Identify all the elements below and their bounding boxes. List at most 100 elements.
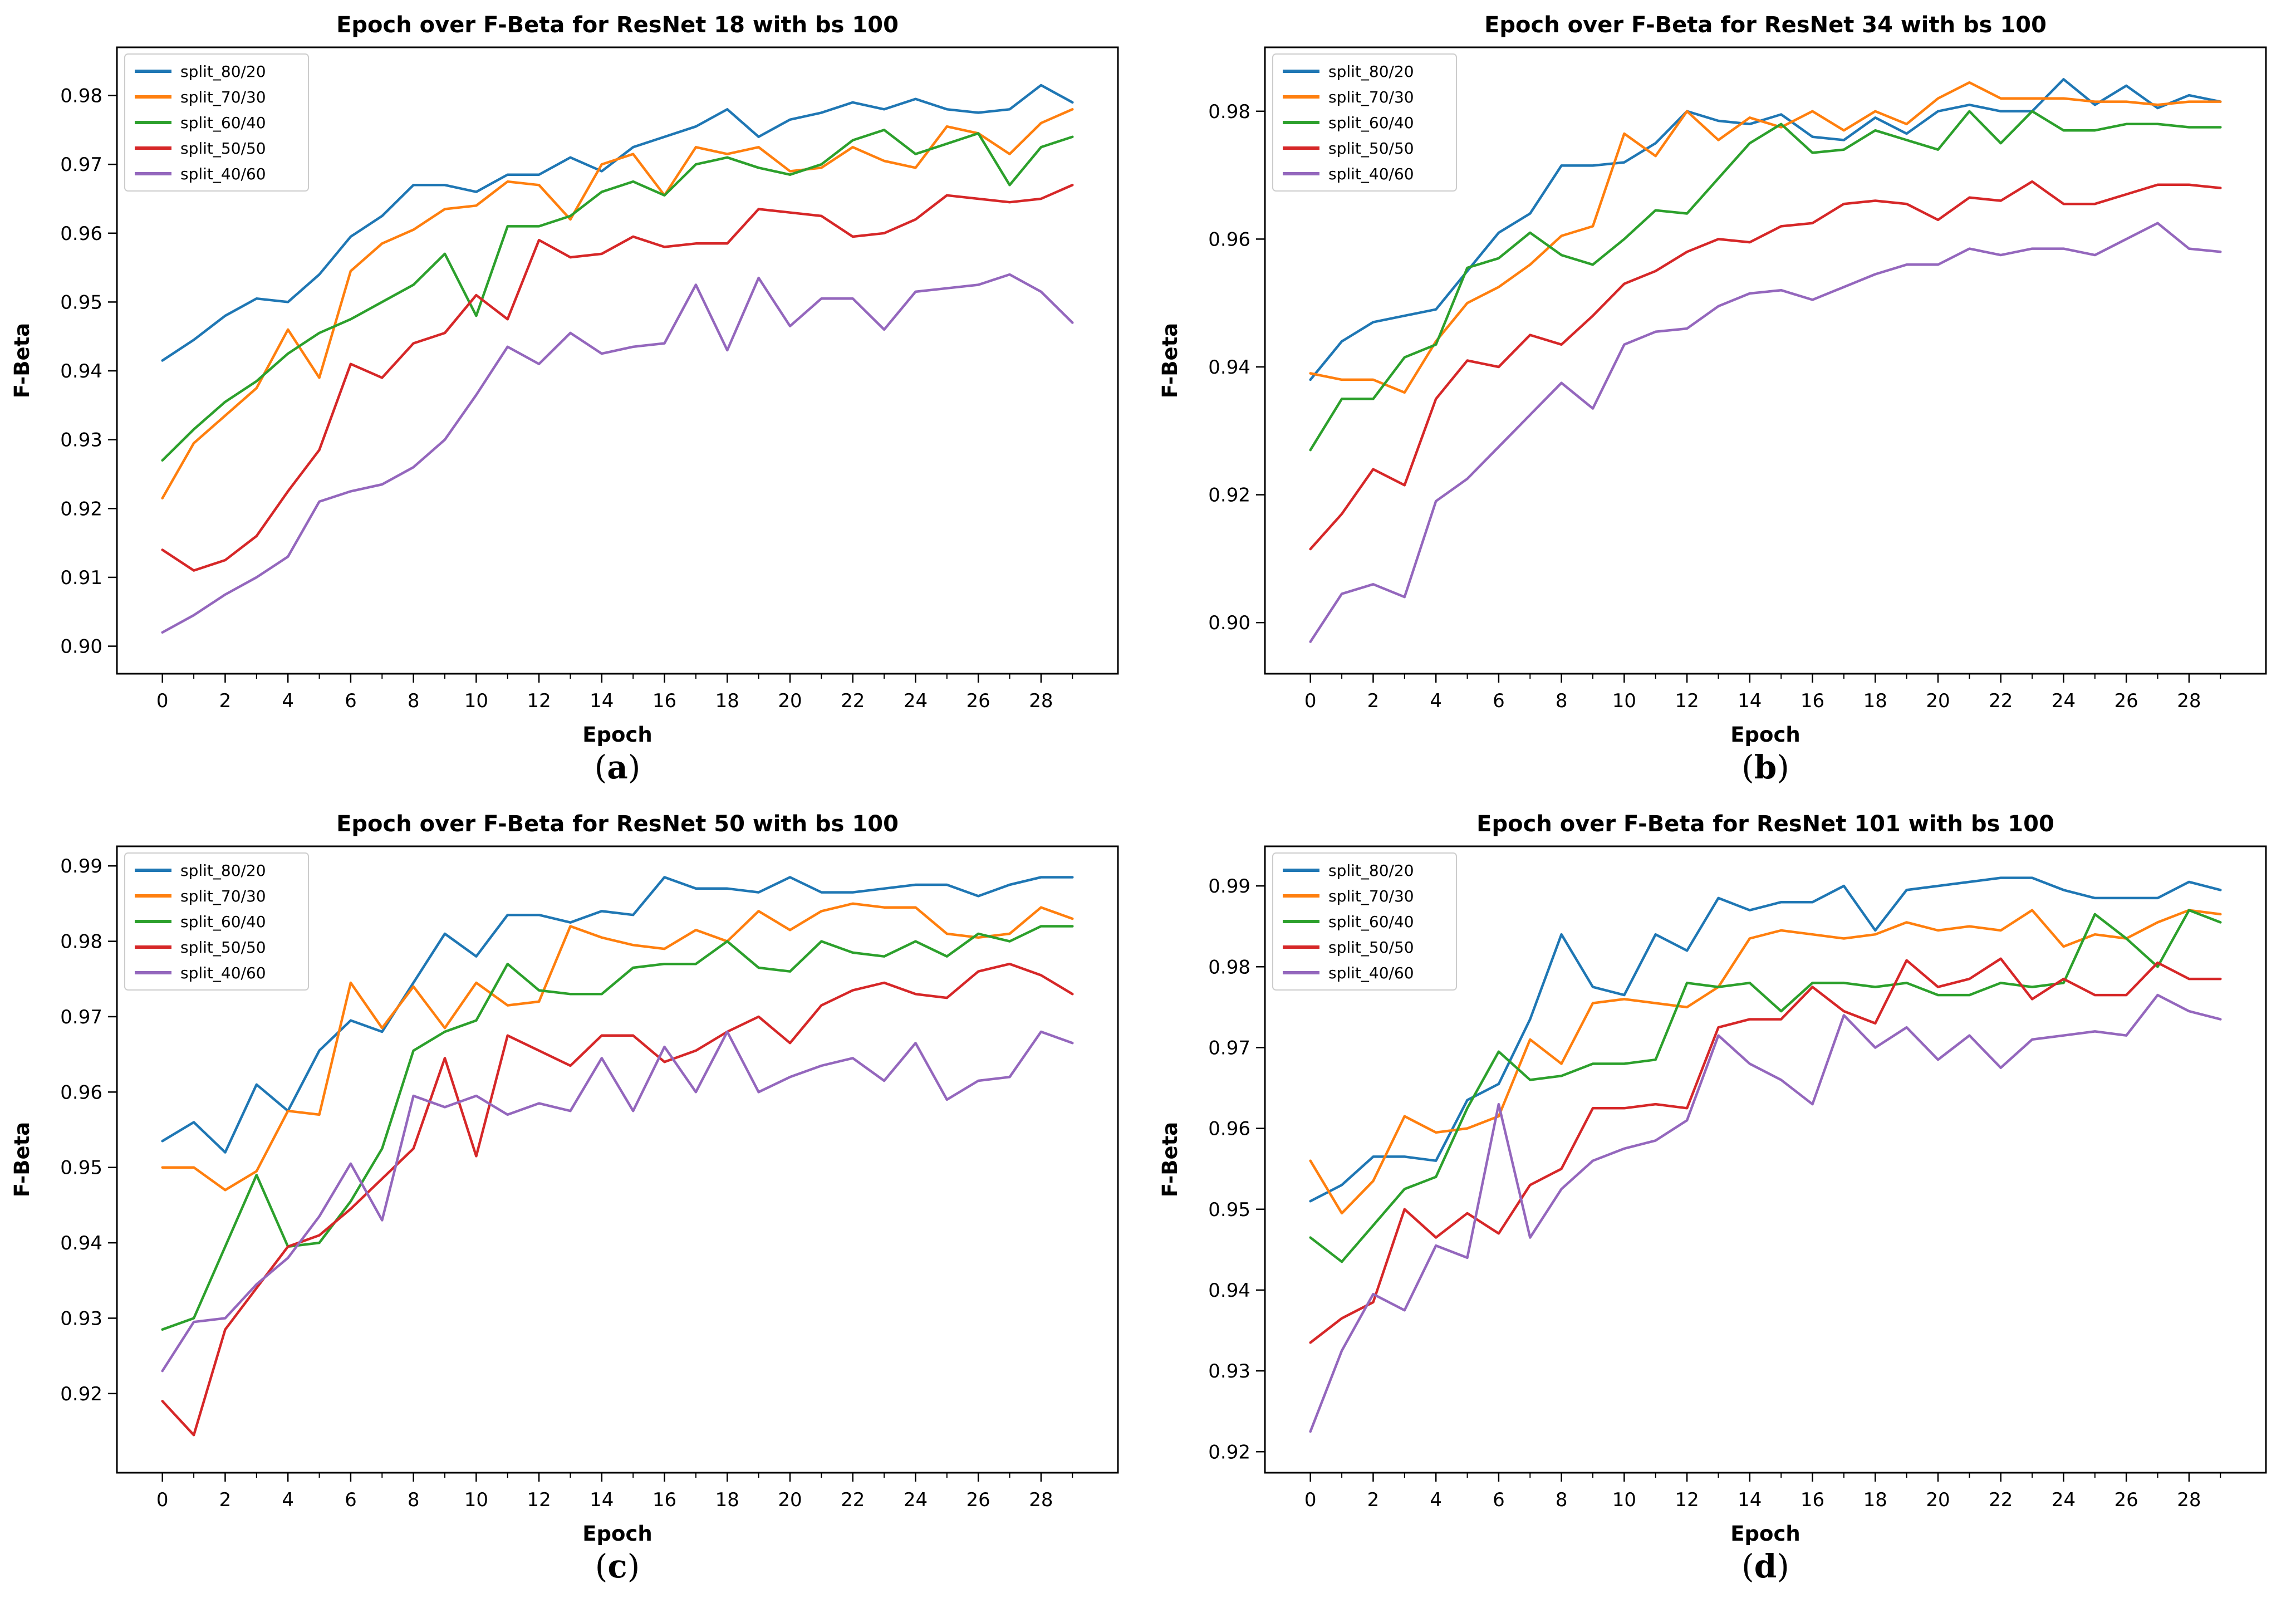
y-tick-label: 0.93 bbox=[1208, 1360, 1250, 1383]
x-tick-label: 18 bbox=[1863, 690, 1887, 712]
legend-label: split_60/40 bbox=[180, 114, 266, 132]
series-line-split-80-20 bbox=[161, 876, 1074, 1154]
legend: split_80/20 split_70/30 split_60/40 split_5… bbox=[124, 852, 309, 991]
x-tick-label: 18 bbox=[715, 1489, 739, 1511]
y-tick-label: 0.92 bbox=[1208, 484, 1250, 507]
chart-title: Epoch over F-Beta for ResNet 50 with bs … bbox=[336, 811, 899, 837]
series-line-split-50-50 bbox=[1309, 957, 2222, 1344]
x-tick-label: 20 bbox=[778, 1489, 802, 1511]
chart-panel-a: Epoch over F-Beta for ResNet 18 with bs … bbox=[0, 0, 1148, 799]
x-tick-label: 0 bbox=[1304, 690, 1317, 712]
x-tick-label: 0 bbox=[1304, 1489, 1317, 1511]
chart-title: Epoch over F-Beta for ResNet 101 with bs… bbox=[1476, 811, 2054, 837]
x-tick-label: 0 bbox=[156, 690, 169, 712]
series-line-split-40-60 bbox=[1309, 222, 2222, 643]
x-tick-label: 24 bbox=[2052, 1489, 2076, 1511]
legend-label: split_40/60 bbox=[1328, 964, 1414, 982]
chart-panel-b: Epoch over F-Beta for ResNet 34 with bs … bbox=[1148, 0, 2296, 799]
series-line-split-50-50 bbox=[1309, 180, 2222, 551]
plot-frame bbox=[116, 46, 1119, 675]
y-tick-label: 0.90 bbox=[1208, 612, 1250, 634]
x-tick-label: 14 bbox=[1738, 690, 1762, 712]
x-tick-label: 16 bbox=[653, 1489, 676, 1511]
x-tick-label: 10 bbox=[1612, 690, 1636, 712]
legend-label: split_80/20 bbox=[180, 62, 266, 81]
y-tick-label: 0.92 bbox=[60, 1383, 102, 1405]
y-tick-label: 0.99 bbox=[1208, 875, 1250, 898]
legend-label: split_50/50 bbox=[1328, 139, 1414, 158]
y-axis-label: F-Beta bbox=[10, 323, 34, 398]
x-tick-label: 4 bbox=[282, 690, 294, 712]
legend-label: split_70/30 bbox=[1328, 88, 1414, 106]
y-tick-label: 0.94 bbox=[1208, 1280, 1250, 1302]
legend-label: split_70/30 bbox=[180, 88, 266, 106]
x-tick-label: 10 bbox=[464, 690, 488, 712]
y-tick-label: 0.98 bbox=[60, 931, 102, 953]
x-tick-label: 6 bbox=[1493, 1489, 1505, 1511]
y-tick-label: 0.97 bbox=[1208, 1037, 1250, 1059]
x-tick-label: 6 bbox=[345, 1489, 357, 1511]
x-tick-label: 12 bbox=[1675, 690, 1699, 712]
x-tick-label: 2 bbox=[219, 690, 232, 712]
series-line-split-70-30 bbox=[161, 902, 1074, 1192]
x-axis-label: Epoch bbox=[1730, 723, 1800, 747]
y-tick-label: 0.92 bbox=[60, 498, 102, 520]
x-tick-label: 16 bbox=[653, 690, 676, 712]
series-line-split-40-60 bbox=[161, 273, 1074, 634]
x-tick-label: 0 bbox=[156, 1489, 169, 1511]
x-tick-label: 18 bbox=[1863, 1489, 1887, 1511]
legend-box bbox=[1272, 53, 1457, 192]
y-tick-label: 0.96 bbox=[60, 1081, 102, 1104]
plot-frame bbox=[1264, 845, 2267, 1474]
x-tick-label: 24 bbox=[904, 1489, 928, 1511]
y-tick-label: 0.93 bbox=[60, 1307, 102, 1330]
legend-label: split_70/30 bbox=[1328, 887, 1414, 905]
series-line-split-50-50 bbox=[161, 184, 1074, 572]
legend-label: split_70/30 bbox=[180, 887, 266, 905]
x-tick-label: 26 bbox=[967, 1489, 990, 1511]
x-tick-label: 22 bbox=[841, 690, 865, 712]
x-tick-label: 22 bbox=[1989, 690, 2013, 712]
x-tick-label: 20 bbox=[1926, 1489, 1950, 1511]
legend-label: split_40/60 bbox=[1328, 165, 1414, 183]
x-tick-label: 26 bbox=[2115, 690, 2138, 712]
chart-panel-d: Epoch over F-Beta for ResNet 101 with bs… bbox=[1148, 799, 2296, 1598]
y-tick-label: 0.93 bbox=[60, 429, 102, 452]
y-tick-label: 0.98 bbox=[1208, 956, 1250, 978]
x-tick-label: 22 bbox=[841, 1489, 865, 1511]
legend-box bbox=[124, 852, 309, 991]
legend-label: split_80/20 bbox=[180, 861, 266, 880]
y-tick-label: 0.91 bbox=[60, 567, 102, 589]
x-tick-label: 12 bbox=[1675, 1489, 1699, 1511]
legend: split_80/20 split_70/30 split_60/40 split_5… bbox=[1272, 852, 1457, 991]
x-axis-label: Epoch bbox=[1730, 1522, 1800, 1546]
x-tick-label: 2 bbox=[1367, 1489, 1380, 1511]
series-line-split-40-60 bbox=[1309, 993, 2222, 1433]
x-tick-label: 2 bbox=[1367, 690, 1380, 712]
chart-canvas-d: Epoch over F-Beta for ResNet 101 with bs… bbox=[1148, 799, 2296, 1598]
x-tick-label: 8 bbox=[1556, 690, 1568, 712]
x-tick-label: 4 bbox=[1430, 1489, 1442, 1511]
y-tick-label: 0.98 bbox=[60, 85, 102, 107]
series-line-split-50-50 bbox=[161, 962, 1074, 1437]
x-tick-label: 20 bbox=[1926, 690, 1950, 712]
x-tick-label: 4 bbox=[282, 1489, 294, 1511]
series-line-split-80-20 bbox=[1309, 876, 2222, 1203]
legend-label: split_50/50 bbox=[1328, 938, 1414, 957]
series-line-split-40-60 bbox=[161, 1030, 1074, 1372]
legend-label: split_50/50 bbox=[180, 139, 266, 158]
legend-label: split_40/60 bbox=[180, 165, 266, 183]
x-tick-label: 12 bbox=[527, 690, 551, 712]
legend-label: split_60/40 bbox=[180, 913, 266, 931]
series-line-split-70-30 bbox=[1309, 81, 2222, 394]
legend-label: split_60/40 bbox=[1328, 913, 1414, 931]
x-tick-label: 24 bbox=[2052, 690, 2076, 712]
x-tick-label: 10 bbox=[464, 1489, 488, 1511]
y-tick-label: 0.98 bbox=[1208, 101, 1250, 123]
y-tick-label: 0.95 bbox=[60, 291, 102, 313]
x-tick-label: 16 bbox=[1801, 690, 1824, 712]
x-tick-label: 16 bbox=[1801, 1489, 1824, 1511]
x-tick-label: 8 bbox=[408, 1489, 420, 1511]
legend: split_80/20 split_70/30 split_60/40 split_5… bbox=[1272, 53, 1457, 192]
